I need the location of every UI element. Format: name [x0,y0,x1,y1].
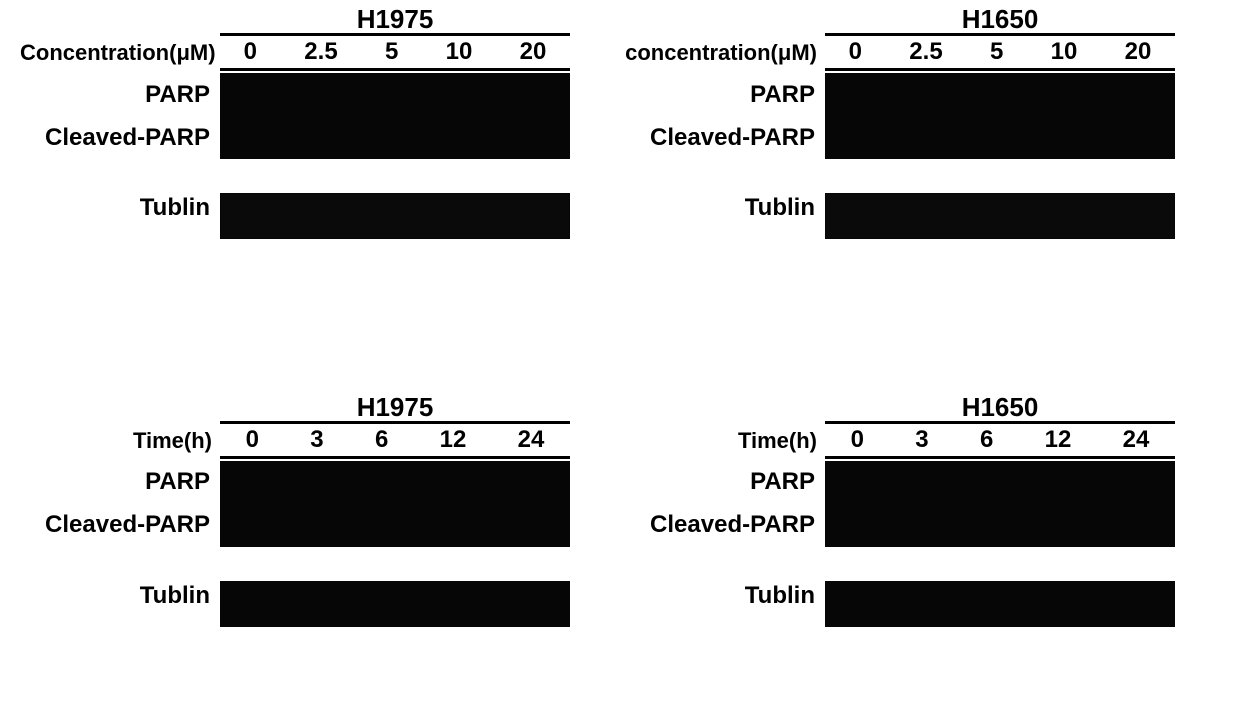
parp-label-stack: PARP Cleaved-PARP [20,461,220,547]
blot-tublin [825,193,1175,239]
blot-row: Tublin [625,565,1175,627]
tick-label: 12 [440,426,467,454]
tick-label: 12 [1045,426,1072,454]
row-label-parp: PARP [625,468,825,496]
row-label-tublin: Tublin [625,582,825,610]
tick-label: 10 [446,38,473,66]
row-label-cleaved-parp: Cleaved-PARP [20,511,220,539]
tick-label: 2.5 [304,38,337,66]
western-blot-panel: H1650concentration(μM) 0 2.5 5 10 20 PARP Cleav… [625,0,1220,328]
title-rule [220,33,570,36]
tick-label: 20 [1125,38,1152,66]
axis-header: concentration(μM) 0 2.5 5 10 20 [625,38,1175,66]
title-rule [220,421,570,424]
blot-row: Tublin [20,565,570,627]
cell-line-title: H1975 [220,392,570,423]
tick-row: 0 3 6 12 24 [220,426,570,454]
axis-header: Time(h) 0 3 6 12 24 [625,426,1175,454]
tick-row: 0 2.5 5 10 20 [825,38,1175,66]
blot-row: PARP Cleaved-PARP [20,71,570,159]
row-label-tublin: Tublin [625,194,825,222]
parp-label-stack: PARP Cleaved-PARP [625,73,825,159]
blot-row: PARP Cleaved-PARP [20,459,570,547]
title-rule [825,33,1175,36]
blot-tublin [220,581,570,627]
blot-parp [220,461,570,547]
axis-label: Concentration(μM) [20,40,220,66]
tick-label: 0 [849,38,862,66]
tick-row: 0 3 6 12 24 [825,426,1175,454]
axis-label: Time(h) [625,428,825,454]
blot-parp [825,461,1175,547]
tick-row: 0 2.5 5 10 20 [220,38,570,66]
blot-tublin [825,581,1175,627]
tick-label: 0 [851,426,864,454]
western-blot-panel: H1975Time(h) 0 3 6 12 24 PARP Cleaved-PARP Tubli… [20,388,615,715]
tick-label: 5 [385,38,398,66]
tick-label: 20 [520,38,547,66]
cell-line-title: H1650 [825,392,1175,423]
tick-label: 10 [1051,38,1078,66]
row-label-cleaved-parp: Cleaved-PARP [625,124,825,152]
tick-label: 6 [375,426,388,454]
blot-row: PARP Cleaved-PARP [625,71,1175,159]
blot-row: Tublin [20,177,570,239]
axis-label: Time(h) [20,428,220,454]
row-label-cleaved-parp: Cleaved-PARP [20,124,220,152]
row-label-parp: PARP [625,81,825,109]
tick-label: 5 [990,38,1003,66]
cell-line-title: H1975 [220,4,570,35]
tick-label: 0 [246,426,259,454]
parp-label-stack: PARP Cleaved-PARP [625,461,825,547]
row-label-tublin: Tublin [20,194,220,222]
western-blot-panel: H1650Time(h) 0 3 6 12 24 PARP Cleaved-PARP Tubli… [625,388,1220,715]
tick-label: 6 [980,426,993,454]
parp-label-stack: PARP Cleaved-PARP [20,73,220,159]
cell-line-title: H1650 [825,4,1175,35]
western-blot-panel: H1975Concentration(μM) 0 2.5 5 10 20 PARP Cleav… [20,0,615,328]
axis-header: Time(h) 0 3 6 12 24 [20,426,570,454]
blot-row: PARP Cleaved-PARP [625,459,1175,547]
tick-label: 24 [518,426,545,454]
axis-header: Concentration(μM) 0 2.5 5 10 20 [20,38,570,66]
row-label-parp: PARP [20,81,220,109]
axis-label: concentration(μM) [625,40,825,66]
row-label-parp: PARP [20,468,220,496]
row-label-cleaved-parp: Cleaved-PARP [625,511,825,539]
blot-parp [825,73,1175,159]
tick-label: 3 [310,426,323,454]
title-rule [825,421,1175,424]
blot-row: Tublin [625,177,1175,239]
row-label-tublin: Tublin [20,582,220,610]
tick-label: 2.5 [909,38,942,66]
blot-parp [220,73,570,159]
tick-label: 3 [915,426,928,454]
blot-tublin [220,193,570,239]
tick-label: 0 [244,38,257,66]
tick-label: 24 [1123,426,1150,454]
